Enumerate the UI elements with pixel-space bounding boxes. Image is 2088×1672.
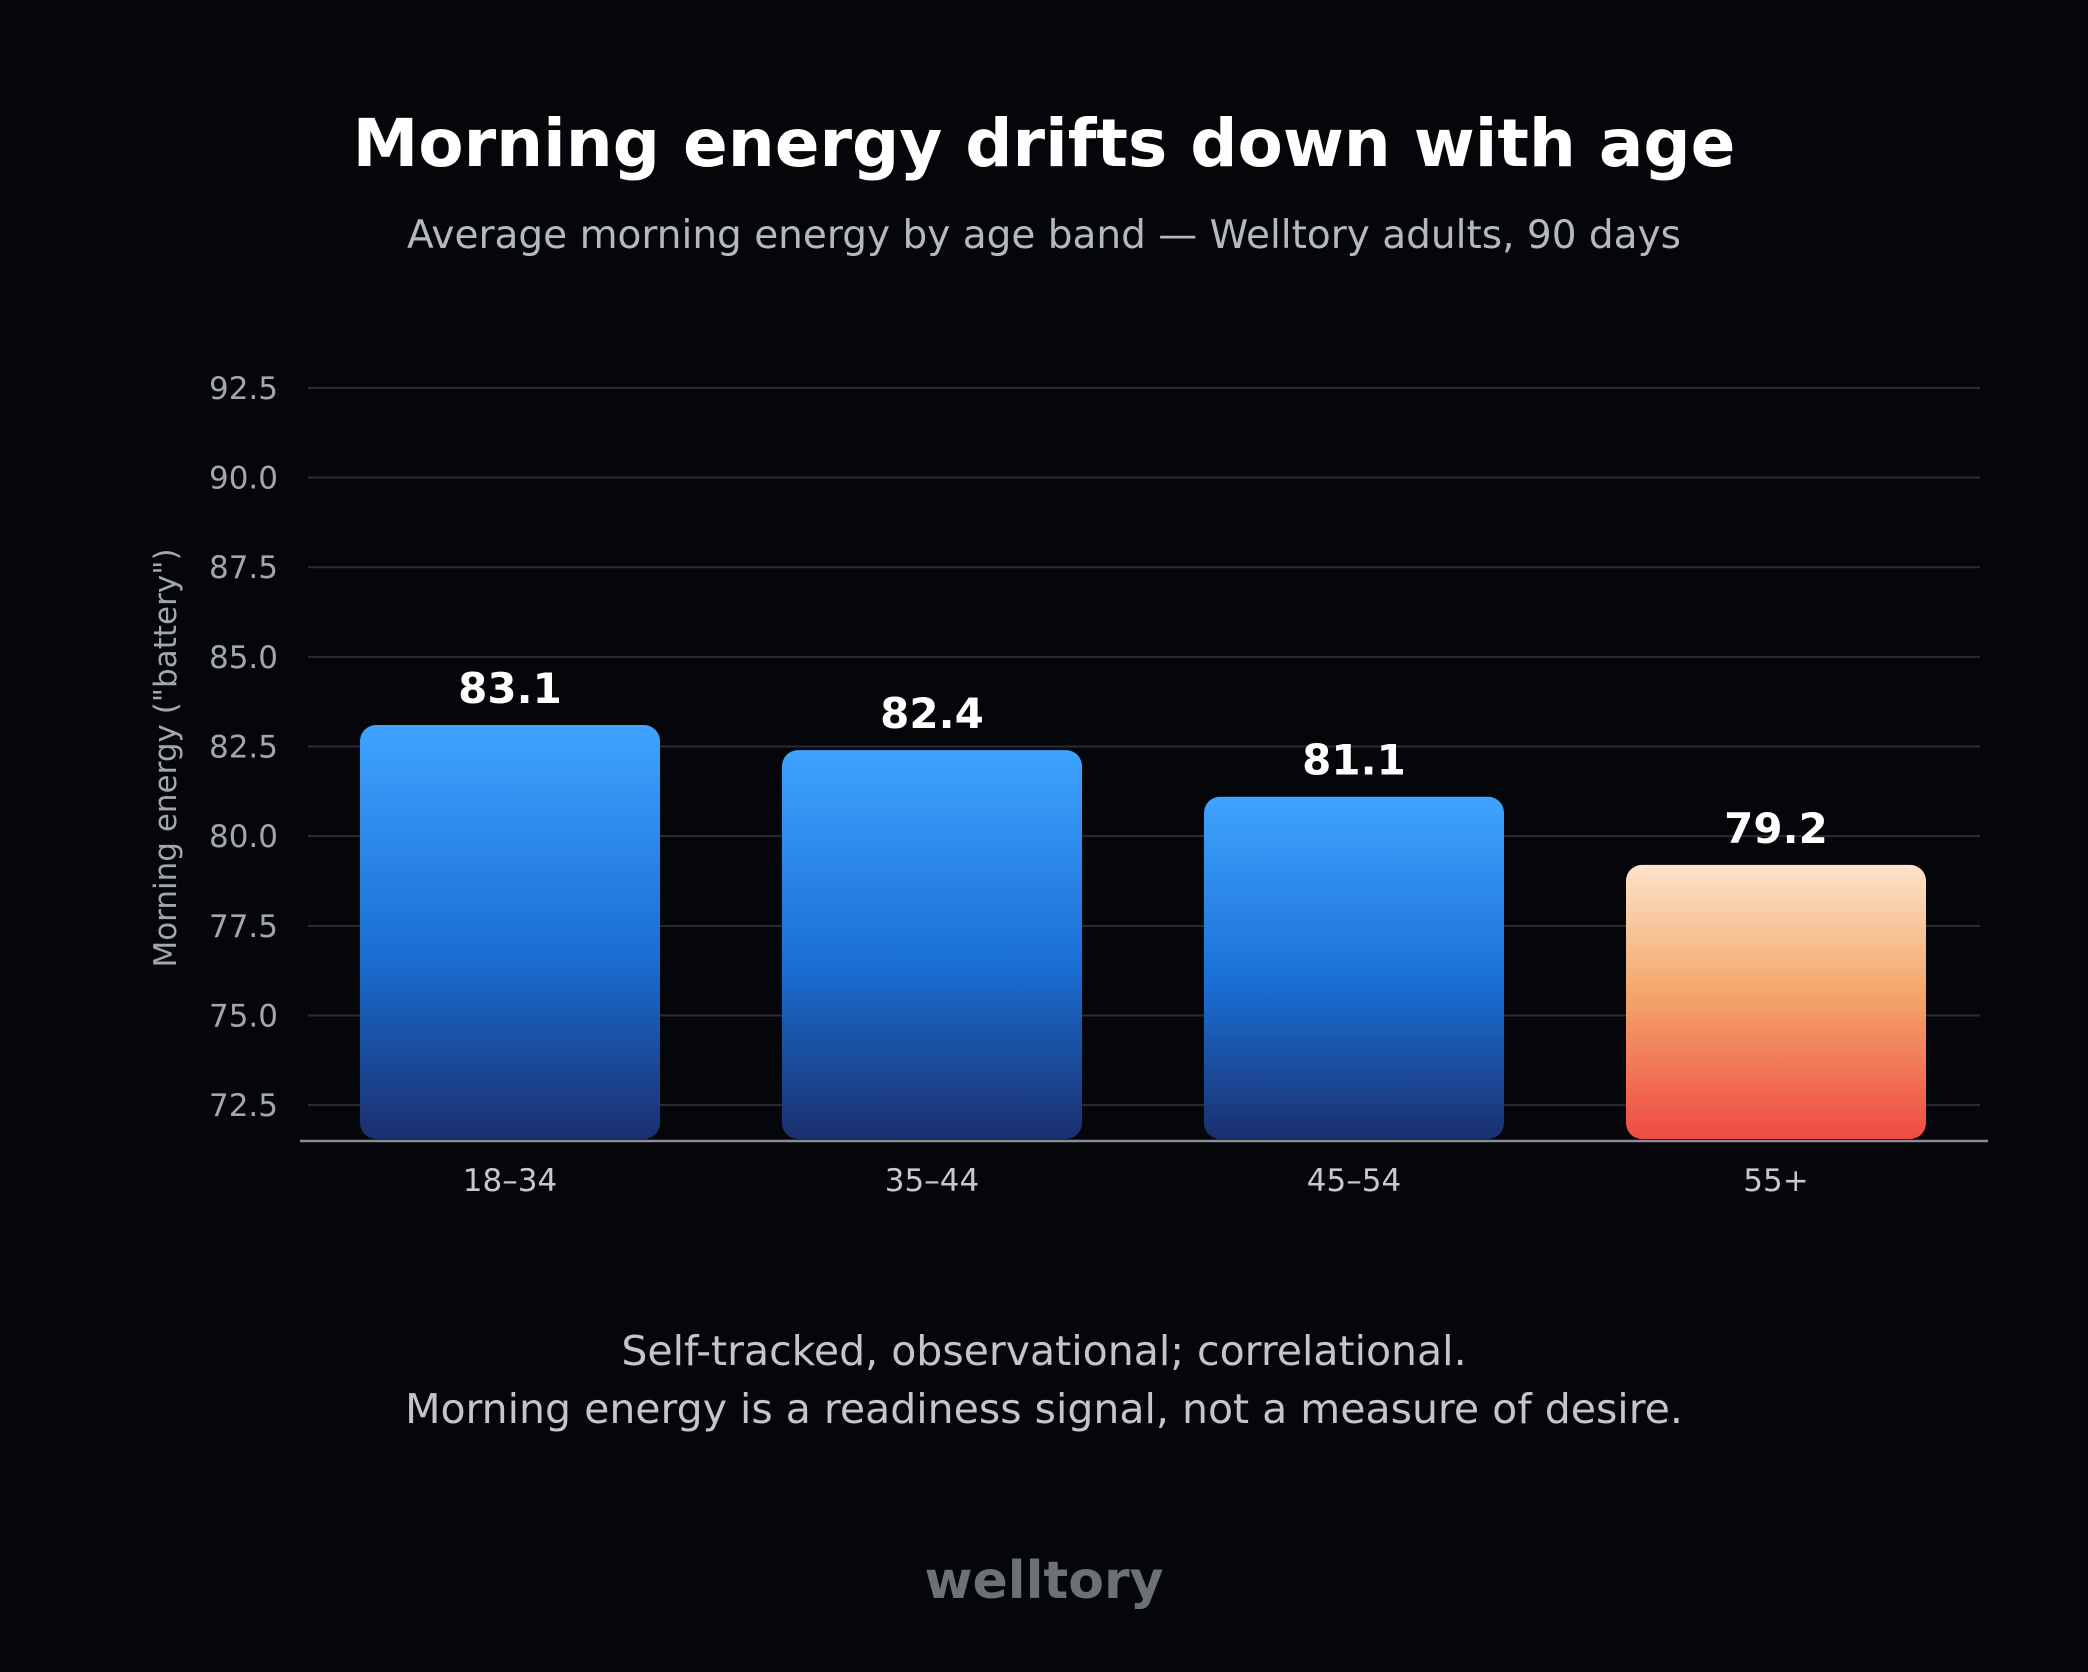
footnote-line-1: Self-tracked, observational; correlation… [621, 1327, 1466, 1375]
chart-title: Morning energy drifts down with age [353, 105, 1736, 182]
y-axis-ticks: 72.5 75.0 77.5 80.0 82.5 85.0 87.5 90.0 92.5 [209, 371, 278, 1124]
welltory-logo: welltory [924, 1551, 1163, 1611]
value-label-18–34: 83.1 [458, 664, 562, 713]
bar-18–34 [360, 725, 660, 1139]
x-axis-ticks: 18–34 35–44 45–54 55+ [463, 1163, 1809, 1199]
x-tick-label: 55+ [1743, 1163, 1808, 1199]
x-tick-label: 18–34 [463, 1163, 557, 1199]
y-tick-label: 85.0 [209, 640, 278, 676]
bar-55+ [1626, 864, 1926, 1139]
x-tick-label: 35–44 [885, 1163, 979, 1199]
y-tick-label: 75.0 [209, 998, 278, 1034]
y-tick-label: 80.0 [209, 819, 278, 855]
value-label-35–44: 82.4 [880, 689, 984, 738]
y-axis-label: Morning energy ("battery") [148, 548, 184, 967]
y-tick-label: 77.5 [209, 909, 278, 945]
bar-35–44 [782, 750, 1082, 1139]
chart-subtitle: Average morning energy by age band — Wel… [407, 213, 1681, 258]
value-label-55+: 79.2 [1724, 804, 1828, 853]
bar-45–54 [1204, 796, 1504, 1139]
y-tick-label: 90.0 [209, 461, 278, 497]
footnote-line-2: Morning energy is a readiness signal, no… [405, 1385, 1683, 1433]
value-label-45–54: 81.1 [1302, 736, 1406, 785]
y-tick-label: 92.5 [209, 371, 278, 407]
value-labels: 83.1 82.4 81.1 79.2 [458, 664, 1828, 853]
bars [360, 725, 1926, 1139]
y-tick-label: 82.5 [209, 730, 278, 766]
y-tick-label: 87.5 [209, 550, 278, 586]
y-tick-label: 72.5 [209, 1088, 278, 1124]
x-tick-label: 45–54 [1307, 1163, 1401, 1199]
